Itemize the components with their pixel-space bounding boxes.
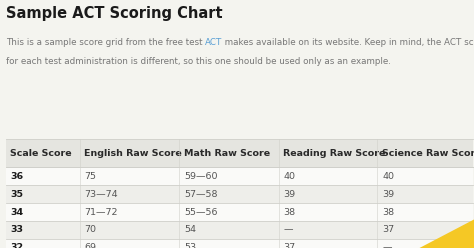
Text: 36: 36 bbox=[10, 172, 24, 181]
Text: 55—56: 55—56 bbox=[184, 208, 218, 217]
Text: 35: 35 bbox=[10, 190, 23, 199]
Text: makes available on its website. Keep in mind, the ACT score chart: makes available on its website. Keep in … bbox=[222, 38, 474, 47]
Text: 39: 39 bbox=[283, 190, 296, 199]
Text: Math Raw Score: Math Raw Score bbox=[184, 149, 270, 158]
Bar bbox=[6, 139, 473, 167]
Text: 57—58: 57—58 bbox=[184, 190, 218, 199]
Text: Scale Score: Scale Score bbox=[10, 149, 72, 158]
Text: 59—60: 59—60 bbox=[184, 172, 218, 181]
Text: ACT: ACT bbox=[205, 38, 222, 47]
Text: Science Raw Score: Science Raw Score bbox=[382, 149, 474, 158]
Text: Reading Raw Score: Reading Raw Score bbox=[283, 149, 386, 158]
Bar bbox=[6, 185, 473, 203]
Text: for each test administration is different, so this one should be used only as an: for each test administration is differen… bbox=[6, 57, 391, 66]
Text: —: — bbox=[382, 243, 392, 248]
Text: 37: 37 bbox=[283, 243, 296, 248]
Text: 39: 39 bbox=[382, 190, 394, 199]
Text: 34: 34 bbox=[10, 208, 24, 217]
Text: Sample ACT Scoring Chart: Sample ACT Scoring Chart bbox=[6, 6, 222, 21]
Text: English Raw Score: English Raw Score bbox=[84, 149, 182, 158]
Text: 33: 33 bbox=[10, 225, 23, 234]
Text: This is a sample score grid from the free test: This is a sample score grid from the fre… bbox=[6, 38, 205, 47]
Text: 37: 37 bbox=[382, 225, 394, 234]
Text: 40: 40 bbox=[283, 172, 295, 181]
Text: —: — bbox=[283, 225, 293, 234]
Bar bbox=[6, 239, 473, 248]
Text: 40: 40 bbox=[382, 172, 394, 181]
Text: 71—72: 71—72 bbox=[84, 208, 118, 217]
Text: 53: 53 bbox=[184, 243, 196, 248]
Bar bbox=[6, 203, 473, 221]
Bar bbox=[6, 221, 473, 239]
Bar bbox=[6, 167, 473, 185]
Text: 75: 75 bbox=[84, 172, 96, 181]
Text: 38: 38 bbox=[283, 208, 296, 217]
Text: 54: 54 bbox=[184, 225, 196, 234]
Text: 38: 38 bbox=[382, 208, 394, 217]
Text: 70: 70 bbox=[84, 225, 96, 234]
Polygon shape bbox=[419, 219, 474, 248]
Text: 73—74: 73—74 bbox=[84, 190, 118, 199]
Text: 69: 69 bbox=[84, 243, 96, 248]
Text: 32: 32 bbox=[10, 243, 24, 248]
